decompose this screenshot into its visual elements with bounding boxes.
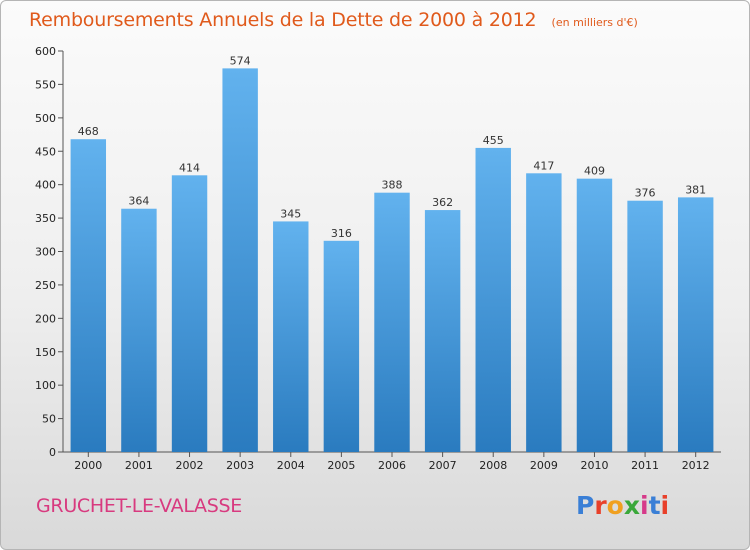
logo-letter: t (648, 491, 661, 520)
proxiti-logo: Proxiti (576, 491, 669, 520)
y-tick-label: 250 (35, 279, 56, 292)
bar-value-label: 414 (179, 161, 200, 174)
chart-title: Remboursements Annuels de la Dette de 20… (29, 9, 537, 31)
y-tick-label: 50 (42, 413, 56, 426)
y-tick-label: 100 (35, 379, 56, 392)
x-tick-label: 2001 (125, 459, 153, 472)
bar-value-label: 316 (331, 227, 352, 240)
bar-value-label: 362 (432, 196, 453, 209)
logo-letter: x (623, 491, 640, 520)
bar-value-label: 388 (382, 179, 403, 192)
x-tick-label: 2008 (479, 459, 507, 472)
bar-value-label: 409 (584, 165, 605, 178)
x-tick-label: 2011 (631, 459, 659, 472)
bar-value-label: 417 (533, 159, 554, 172)
town-name: GRUCHET-LE-VALASSE (36, 495, 242, 517)
x-tick-label: 2012 (682, 459, 710, 472)
bar (526, 173, 562, 452)
bar-value-label: 468 (78, 125, 99, 138)
chart-unit: (en milliers d'€) (551, 16, 638, 29)
bar (424, 210, 461, 452)
bar-value-label: 376 (635, 187, 656, 200)
y-tick-label: 450 (35, 145, 56, 158)
x-tick-label: 2010 (580, 459, 608, 472)
bar (70, 139, 107, 452)
bar-value-label: 364 (128, 195, 149, 208)
bar-value-label: 455 (483, 134, 504, 147)
y-tick-label: 200 (35, 312, 56, 325)
bar (323, 240, 360, 452)
y-tick-label: 600 (35, 45, 56, 58)
y-tick-label: 550 (35, 78, 56, 91)
x-tick-label: 2002 (176, 459, 204, 472)
y-tick-label: 300 (35, 246, 56, 259)
x-tick-label: 2000 (74, 459, 102, 472)
logo-letter: i (640, 491, 649, 520)
logo-letter: o (606, 491, 624, 520)
x-tick-label: 2005 (327, 459, 355, 472)
y-tick-label: 500 (35, 112, 56, 125)
x-tick-label: 2009 (530, 459, 558, 472)
bar-value-label: 345 (280, 207, 301, 220)
y-tick-label: 350 (35, 212, 56, 225)
x-tick-label: 2007 (429, 459, 457, 472)
x-tick-label: 2006 (378, 459, 406, 472)
bar (374, 192, 410, 453)
bar (576, 178, 613, 452)
x-tick-label: 2004 (277, 459, 305, 472)
title-row: Remboursements Annuels de la Dette de 20… (29, 9, 638, 31)
bar-value-label: 381 (685, 183, 706, 196)
bar (273, 221, 309, 452)
bar (171, 175, 208, 452)
x-tick-label: 2003 (226, 459, 254, 472)
logo-letter: i (660, 491, 670, 520)
bar-value-label: 574 (230, 54, 251, 67)
y-tick-label: 0 (49, 446, 56, 459)
bar (677, 197, 714, 452)
y-tick-label: 150 (35, 346, 56, 359)
bar (121, 208, 157, 452)
bar (222, 68, 258, 453)
bar (475, 147, 511, 453)
logo-letter: P (576, 491, 595, 520)
logo-letter: r (594, 491, 607, 520)
y-tick-label: 400 (35, 179, 56, 192)
bar (627, 200, 663, 452)
